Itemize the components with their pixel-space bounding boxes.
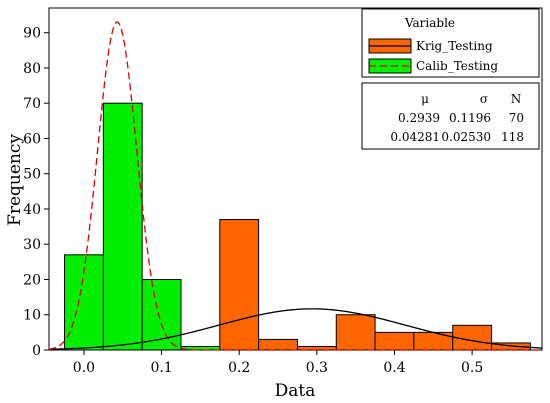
fit-curve-krig [48,308,543,350]
y-tick-label: 40 [23,202,41,218]
stats-calib-mean: 0.04281 [390,130,440,144]
bar-krig-0 [219,219,260,351]
y-axis-label: Frequency [5,134,25,226]
x-tick-label: 0.0 [73,360,95,376]
stats-krig-sd: 0.1196 [449,111,491,125]
legend-entry-calib: Calib_Testing [368,58,498,74]
bar-krig-4 [374,331,415,351]
fit-curve-calib [48,21,542,351]
y-tick-label: 70 [23,96,41,112]
y-tick-label: 20 [23,272,41,288]
y-tick-label: 60 [23,131,41,147]
x-tick-label: 0.2 [228,360,250,376]
legend-label-calib: Calib_Testing [416,59,498,73]
stats-header-sd: σ [480,92,488,106]
y-tick-label: 50 [23,167,41,183]
bar-calib-2 [141,278,182,351]
legend: Variable Krig_Testing Calib_Testing [361,8,540,78]
y-tick-label: 10 [23,308,41,324]
y-tick-label: 90 [23,26,41,42]
y-tick-label: 30 [23,237,41,253]
x-tick-label: 0.3 [306,360,328,376]
stats-calib-sd: 0.02530 [441,130,491,144]
x-tick-label: 0.5 [461,360,483,376]
legend-title: Variable [404,16,455,30]
stats-krig-n: 70 [509,111,524,125]
bar-krig-3 [335,314,376,351]
x-axis-label: Data [275,381,316,401]
stats-calib-n: 118 [501,130,524,144]
x-tick-label: 0.1 [150,360,172,376]
stats-header-mean: μ [421,92,429,106]
stats-krig-mean: 0.2939 [398,111,440,125]
fit-curves-layer [48,21,543,351]
y-tick-label: 0 [32,343,41,359]
x-axis: 0.0 0.1 0.2 0.3 0.4 0.5 [73,350,483,376]
y-axis: 0 10 20 30 40 50 60 70 80 90 [23,26,49,359]
stats-box [361,82,540,150]
legend-entry-krig: Krig_Testing [368,38,493,54]
x-tick-label: 0.4 [383,360,405,376]
stats-table: μ σ N 0.2939 0.1196 70 0.04281 0.02530 1… [361,82,540,150]
y-tick-label: 80 [23,61,41,77]
bar-krig-1 [258,338,298,351]
legend-label-krig: Krig_Testing [416,39,493,53]
stats-header-n: N [511,92,522,106]
